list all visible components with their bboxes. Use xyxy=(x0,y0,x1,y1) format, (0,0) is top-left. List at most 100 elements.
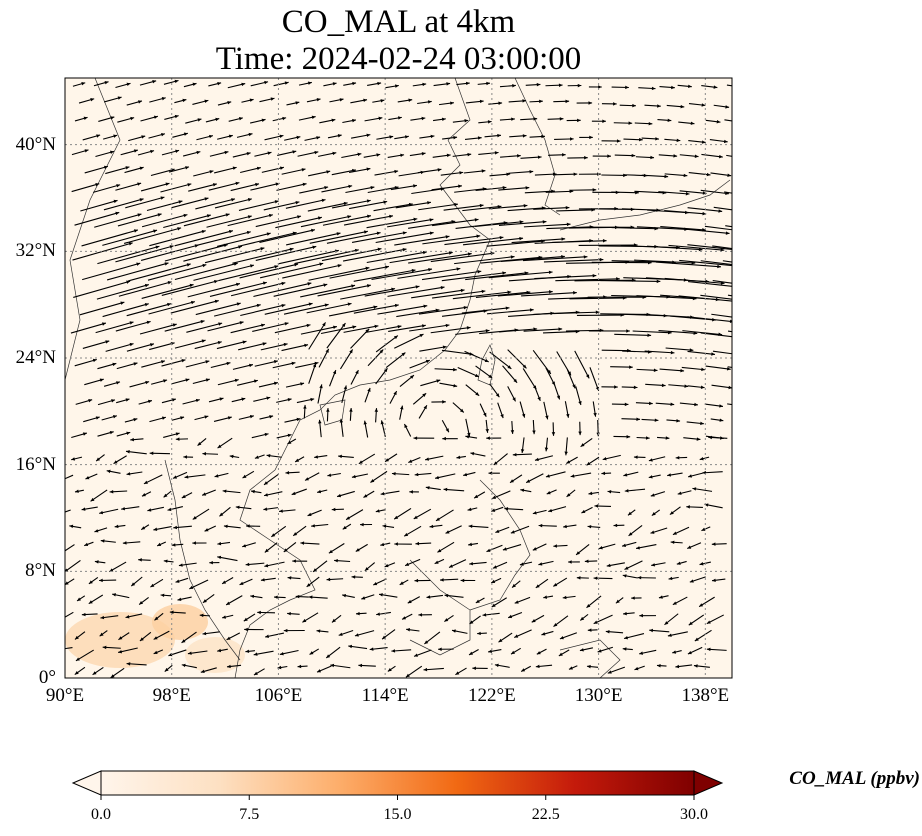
wind-arrow xyxy=(99,508,119,515)
wind-arrow xyxy=(90,489,108,502)
wind-arrow xyxy=(326,577,344,582)
wind-arrow xyxy=(407,596,421,604)
wind-arrow xyxy=(348,644,368,650)
wind-arrow xyxy=(688,103,706,107)
wind-arrow xyxy=(164,243,228,262)
wind-arrow xyxy=(103,198,144,211)
wind-arrow xyxy=(443,487,465,492)
wind-arrow xyxy=(704,403,724,408)
colorbar-tick-label: 0.0 xyxy=(91,806,111,823)
wind-arrow xyxy=(349,200,388,210)
wind-arrow xyxy=(710,172,732,177)
wind-arrow xyxy=(421,270,482,281)
wind-arrow xyxy=(285,382,305,388)
wind-arrow xyxy=(462,236,524,246)
wind-arrow xyxy=(252,322,289,332)
wind-arrow xyxy=(395,201,432,209)
wind-arrow xyxy=(491,506,504,512)
wind-arrow xyxy=(283,628,305,633)
wind-arrow xyxy=(581,506,593,514)
wind-arrow xyxy=(364,285,420,297)
wind-arrow xyxy=(230,323,266,334)
wind-arrow xyxy=(167,506,183,512)
wind-arrow xyxy=(706,647,727,652)
wind-arrow xyxy=(292,525,307,537)
wind-arrow xyxy=(666,104,685,109)
wind-arrow xyxy=(523,222,571,228)
wind-arrow xyxy=(264,134,284,141)
wind-arrow xyxy=(441,271,507,282)
wind-arrow xyxy=(285,198,326,209)
wind-arrow xyxy=(600,279,661,284)
wind-arrow xyxy=(387,665,396,672)
wind-arrow xyxy=(555,277,620,282)
wind-arrow xyxy=(284,135,301,141)
concentration-patch xyxy=(65,612,175,668)
wind-arrow xyxy=(81,612,98,617)
wind-arrow xyxy=(230,281,286,297)
wind-arrow xyxy=(326,322,346,349)
wind-arrow xyxy=(692,487,713,492)
wind-arrow xyxy=(163,432,180,438)
wind-arrow xyxy=(232,363,254,370)
wind-arrow xyxy=(465,418,471,437)
wind-arrow xyxy=(170,299,219,314)
wind-arrow xyxy=(498,632,513,643)
wind-arrow xyxy=(140,524,150,531)
wind-arrow xyxy=(706,614,724,625)
wind-arrow xyxy=(438,647,454,651)
wind-arrow xyxy=(148,133,166,139)
wind-arrow xyxy=(535,578,549,589)
wind-arrow xyxy=(214,166,237,174)
wind-arrow xyxy=(318,419,322,438)
wind-arrow xyxy=(492,561,508,569)
wind-arrow xyxy=(491,597,507,608)
wind-arrow xyxy=(101,415,118,421)
wind-arrow xyxy=(106,262,169,281)
wind-arrow xyxy=(509,134,527,138)
wind-arrow xyxy=(207,321,244,332)
wind-arrow xyxy=(580,437,593,448)
wind-arrow xyxy=(183,245,243,262)
wind-arrow xyxy=(726,154,732,157)
wind-arrow xyxy=(487,308,534,315)
wind-arrow xyxy=(477,81,491,86)
wind-arrow xyxy=(586,595,602,609)
wind-arrow xyxy=(126,662,147,666)
wind-arrow xyxy=(231,397,246,403)
wind-arrow xyxy=(611,402,629,407)
wind-arrow xyxy=(658,154,678,158)
wind-arrow xyxy=(111,593,130,599)
wind-arrow xyxy=(149,416,167,423)
wind-arrow xyxy=(619,103,636,108)
wind-arrow xyxy=(687,646,703,655)
wind-arrow xyxy=(175,437,189,441)
wind-arrow xyxy=(688,172,711,177)
wind-arrow xyxy=(125,613,143,619)
wind-arrow xyxy=(712,245,732,250)
wind-arrow xyxy=(375,335,399,353)
wind-arrow xyxy=(331,507,344,512)
wind-arrow xyxy=(74,211,120,226)
wind-arrow xyxy=(388,324,426,333)
wind-arrow xyxy=(683,437,701,441)
wind-arrow xyxy=(193,264,255,281)
wind-arrow xyxy=(100,539,116,543)
wind-arrow xyxy=(547,117,564,121)
wind-arrow xyxy=(255,215,302,228)
wind-arrow xyxy=(164,114,179,120)
wind-arrow xyxy=(340,287,396,300)
wind-arrow xyxy=(139,80,157,86)
wind-arrow xyxy=(183,213,230,227)
wind-arrow xyxy=(277,665,288,670)
wind-arrow xyxy=(498,186,530,191)
wind-arrow xyxy=(148,300,196,315)
wind-arrow xyxy=(196,230,251,247)
wind-arrow xyxy=(676,560,687,565)
wind-arrow xyxy=(384,562,396,568)
wind-arrow xyxy=(541,630,554,636)
wind-arrow xyxy=(75,398,93,405)
wind-arrow xyxy=(477,631,487,636)
wind-arrow xyxy=(272,116,287,122)
wind-arrow xyxy=(276,182,307,191)
